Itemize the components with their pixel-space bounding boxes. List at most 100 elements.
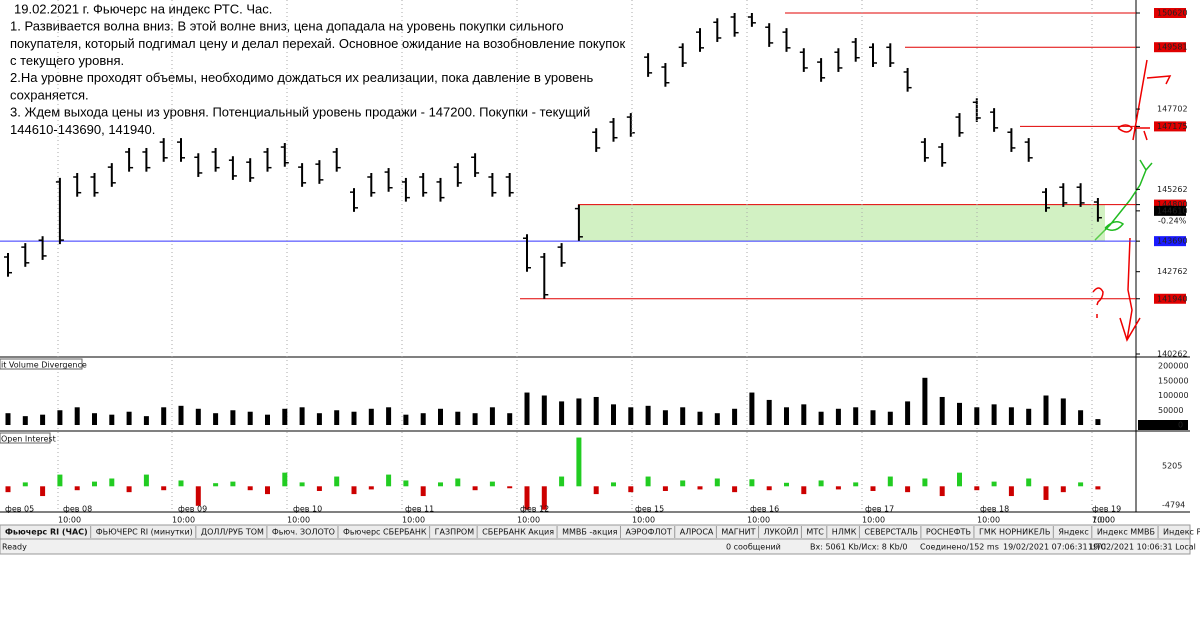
price-label: 150620 bbox=[1157, 9, 1188, 18]
oi-bar bbox=[662, 486, 668, 491]
time-label: фев 08 bbox=[63, 505, 92, 514]
tab[interactable]: ДОЛЛ/РУБ ТОМ bbox=[201, 528, 264, 537]
price-label-bg bbox=[1154, 42, 1186, 53]
tab[interactable]: СБЕРБАНК Акция bbox=[482, 528, 554, 537]
oi-bar bbox=[489, 481, 495, 487]
tab[interactable]: Фьючерс СБЕРБАНК bbox=[343, 528, 427, 537]
price-label-bg bbox=[1154, 293, 1186, 304]
volume-bar bbox=[939, 396, 945, 425]
price-label-bg bbox=[1154, 236, 1186, 247]
oi-bar bbox=[818, 480, 824, 487]
tab[interactable]: МАГНИТ bbox=[721, 528, 755, 537]
price-change: -0.24% bbox=[1158, 216, 1187, 225]
oi-bar bbox=[576, 437, 582, 487]
time-label: 10:00 bbox=[632, 516, 655, 525]
tab[interactable]: ФЬЮЧЕРС RI (минутки) bbox=[96, 528, 193, 537]
volume-bar bbox=[870, 410, 876, 425]
oi-bar bbox=[593, 486, 599, 495]
tab[interactable]: Яндекс bbox=[1058, 528, 1088, 537]
volume-bar bbox=[887, 411, 893, 425]
volume-bar bbox=[282, 408, 288, 425]
time-label: 10:00 bbox=[1092, 516, 1115, 525]
volume-bar bbox=[1078, 410, 1084, 425]
tab[interactable]: Фьючерс RI (ЧАС) bbox=[5, 528, 88, 537]
volume-bar bbox=[299, 407, 305, 425]
price-label: 144800 bbox=[1157, 200, 1188, 209]
time-label: фев 15 bbox=[635, 505, 664, 514]
tab[interactable]: ГАЗПРОМ bbox=[435, 528, 475, 537]
volume-bar bbox=[507, 413, 513, 425]
annotation-line: 19.02.2021 г. Фьючерс на индекс РТС. Час… bbox=[14, 1, 272, 16]
oi-bar bbox=[507, 486, 513, 489]
oi-bar bbox=[835, 486, 841, 490]
oi-bar bbox=[5, 486, 11, 493]
tab[interactable]: ММВБ -акция bbox=[562, 528, 618, 537]
tab[interactable]: Индекс ММВБ bbox=[1097, 528, 1155, 537]
volume-bar bbox=[386, 407, 392, 425]
volume-bar bbox=[109, 414, 115, 425]
oi-bar bbox=[22, 482, 28, 487]
volume-bar bbox=[905, 401, 911, 425]
tab[interactable]: МТС bbox=[806, 528, 824, 537]
oi-bar bbox=[922, 478, 928, 487]
volume-bar bbox=[40, 414, 46, 425]
hand-drawings bbox=[1092, 59, 1172, 342]
oi-bar bbox=[178, 480, 184, 487]
volume-bar bbox=[92, 413, 97, 425]
tab[interactable]: Фьюч. ЗОЛОТО bbox=[272, 528, 335, 537]
volume-bar bbox=[1095, 419, 1101, 425]
tab[interactable]: АЛРОСА bbox=[680, 528, 714, 537]
volume-bar bbox=[766, 399, 772, 425]
tab[interactable]: СЕВЕРСТАЛЬ bbox=[864, 528, 917, 537]
volume-bar bbox=[645, 405, 651, 425]
time-label: 10:00 bbox=[747, 516, 770, 525]
volume-bar bbox=[126, 411, 132, 425]
hand-arrow bbox=[1092, 237, 1141, 342]
volume-bar bbox=[922, 377, 928, 425]
time-label: фев 19 bbox=[1092, 505, 1121, 514]
volume-bar bbox=[1060, 398, 1066, 425]
oi-bar bbox=[109, 478, 115, 487]
volume-bar bbox=[489, 407, 495, 425]
oi-bar bbox=[524, 486, 530, 510]
tab[interactable]: НЛМК bbox=[832, 528, 857, 537]
tab[interactable]: РОСНЕФТЬ bbox=[926, 528, 971, 537]
oi-bar bbox=[282, 472, 288, 487]
volume-bar bbox=[161, 407, 167, 425]
oi-bar bbox=[1043, 486, 1049, 500]
tab[interactable]: ЛУКОЙЛ bbox=[764, 526, 799, 537]
volume-bar bbox=[576, 398, 582, 425]
window bbox=[0, 0, 1190, 555]
oi-bar bbox=[559, 476, 565, 487]
oi-bar bbox=[213, 483, 219, 487]
tab[interactable]: ГМК НОРНИКЕЛЬ bbox=[979, 528, 1050, 537]
volume-bar bbox=[403, 414, 409, 425]
oi-bar bbox=[870, 486, 876, 491]
volume-bar bbox=[835, 408, 841, 425]
time-label: 7:00 bbox=[1092, 516, 1110, 525]
volume-bar bbox=[438, 408, 443, 425]
volume-bar bbox=[1026, 408, 1032, 425]
oi-bar bbox=[697, 486, 703, 490]
volume-bar bbox=[213, 413, 219, 425]
oi-bar bbox=[1095, 486, 1101, 490]
annotation-line: 144610-143690, 141940. bbox=[10, 122, 155, 137]
panel-title: it Volume Divergence bbox=[1, 361, 87, 370]
oi-bar bbox=[455, 478, 461, 487]
tab[interactable]: Индекс РТС bbox=[1163, 528, 1200, 537]
hand-arrow bbox=[1117, 59, 1172, 141]
oi-bar bbox=[541, 486, 547, 510]
oi-bar bbox=[714, 478, 720, 487]
volume-bar bbox=[195, 408, 201, 425]
price-label-bg bbox=[1154, 205, 1186, 216]
oi-bar bbox=[420, 486, 426, 497]
oi-bar bbox=[316, 486, 322, 491]
tab[interactable]: АЭРОФЛОТ bbox=[625, 528, 671, 537]
status-text: 19/02/2021 10:06:31 Local bbox=[1088, 543, 1196, 552]
volume-bar bbox=[593, 396, 599, 425]
volume-bar bbox=[265, 414, 270, 425]
volume-bar bbox=[662, 410, 668, 425]
oi-bar bbox=[74, 486, 80, 491]
time-label: фев 10 bbox=[293, 505, 322, 514]
